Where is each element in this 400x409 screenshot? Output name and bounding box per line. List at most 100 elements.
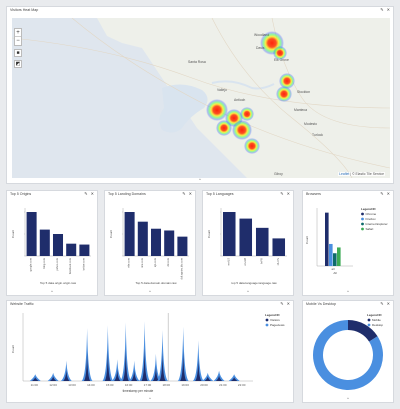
zoom-in-button[interactable]: +: [15, 30, 21, 37]
browsers-chart: all Count All Legend IDChromeFireFoxInterne…: [305, 207, 388, 275]
close-icon[interactable]: ✕: [90, 191, 94, 196]
bar: [239, 218, 253, 256]
y-axis-label: Count: [207, 230, 211, 238]
visitors-area: [104, 350, 112, 381]
panel-title: Top 5 Languages: [206, 192, 234, 196]
chevron-up-icon[interactable]: ^: [199, 177, 201, 182]
pin-icon[interactable]: ✎: [380, 191, 384, 196]
draw-rectangle-button[interactable]: ■: [14, 49, 22, 57]
bar: [66, 243, 77, 256]
pin-icon[interactable]: ✎: [84, 191, 88, 196]
legend-swatch: [361, 217, 364, 221]
bar: [255, 227, 269, 256]
panel-title: Mobile Vs Desktop: [306, 302, 336, 306]
visitors-area: [63, 369, 70, 381]
tick-label: elie.com: [127, 258, 131, 268]
close-icon[interactable]: ✕: [286, 301, 290, 306]
close-icon[interactable]: ✕: [386, 301, 390, 306]
top-origins-panel: Top 5 Origins ✎ ✕ google.com bing.com yahoo…: [6, 190, 98, 296]
pin-icon[interactable]: ✎: [280, 301, 284, 306]
tick-label: 16:00: [125, 383, 133, 387]
x-axis-label: top 5 data.language.language.raw: [231, 281, 277, 285]
top-languages-panel: Top 5 Languages ✎ ✕ en-US en-GB fr-FR zh-CN C…: [202, 190, 294, 296]
bar: [52, 234, 64, 256]
tick-label: dd.com: [166, 258, 170, 267]
close-icon[interactable]: ✕: [286, 191, 290, 196]
legend-title: Legend ID: [265, 313, 280, 317]
legend-swatch: [367, 318, 371, 322]
chevron-up-icon[interactable]: ^: [51, 289, 53, 294]
legend-label: Mobile: [372, 318, 381, 322]
languages-chart: en-US en-GB fr-FR zh-CN Count top 5 data.lang…: [207, 208, 287, 285]
legend-label: Internet Explorer: [366, 222, 388, 226]
legend-title: Legend ID: [361, 207, 376, 211]
tick-label: site.com: [140, 258, 144, 268]
bar: [272, 238, 286, 256]
heat-layer: [206, 31, 295, 154]
city-label: Modesto: [304, 122, 318, 126]
x-axis-label: Top 5 data.origin.origin.raw: [40, 281, 77, 285]
legend-swatch: [367, 323, 371, 327]
x-axis-label: All: [333, 271, 337, 275]
panel-tools: ✎ ✕: [377, 7, 390, 12]
legend-label: Desktop: [372, 323, 383, 327]
zoom-out-button[interactable]: −: [16, 38, 20, 44]
donut-slice: [313, 320, 383, 390]
tick-label: google.com: [29, 258, 33, 271]
close-icon[interactable]: ✕: [386, 7, 390, 12]
chevron-up-icon[interactable]: ^: [247, 289, 249, 294]
city-label: Stockton: [297, 90, 311, 94]
pin-icon[interactable]: ✎: [380, 301, 384, 306]
visitors-area: [152, 366, 160, 381]
visitors-area: [31, 377, 39, 381]
map-attribution: Leaflet | © Elastic Tile Service: [338, 172, 385, 176]
tick-label: en-US: [226, 258, 230, 266]
chevron-up-icon[interactable]: ^: [149, 396, 151, 401]
tick-label: 15:00: [106, 383, 114, 387]
origins-chart: google.com bing.com yahoo.com facebook.com t…: [11, 208, 91, 285]
close-icon[interactable]: ✕: [386, 191, 390, 196]
tick-label: 21:00: [219, 383, 227, 387]
fit-bounds-button[interactable]: ◩: [14, 60, 22, 68]
map-canvas[interactable]: Woodland Davis Elk Grove Santa Rosa Vall…: [12, 18, 390, 178]
legend-label: Visitors: [270, 318, 280, 322]
panel-tools: ✎ ✕: [377, 191, 390, 196]
panel-tools: ✎ ✕: [277, 301, 290, 306]
chevron-up-icon[interactable]: ^: [149, 289, 151, 294]
tick-label: 19:00: [181, 383, 189, 387]
tick-label: 17:00: [144, 383, 152, 387]
pin-icon[interactable]: ✎: [182, 191, 186, 196]
city-label: Antioch: [234, 98, 246, 102]
bar: [79, 244, 90, 256]
panel-tools: ✎ ✕: [377, 301, 390, 306]
chevron-up-icon[interactable]: ^: [347, 396, 349, 401]
panel-tools: ✎ ✕: [277, 191, 290, 196]
legend-swatch: [361, 212, 364, 216]
close-icon[interactable]: ✕: [188, 191, 192, 196]
bar: [26, 212, 37, 256]
x-axis-label: Top 5 data.domain.domain.raw: [135, 281, 177, 285]
attribution-text: | © Elastic Tile Service: [350, 172, 384, 176]
tick-label: 12:00: [49, 383, 57, 387]
pin-icon[interactable]: ✎: [280, 191, 284, 196]
bar: [337, 247, 341, 266]
tick-label: 14:00: [87, 383, 95, 387]
city-label: Turlock: [312, 133, 323, 137]
bar: [333, 253, 337, 266]
visitors-area: [49, 376, 57, 381]
pin-icon[interactable]: ✎: [380, 7, 384, 12]
y-axis-label: Count: [11, 230, 15, 238]
visitors-area: [204, 376, 212, 381]
landing-domains-chart: elie.com site.com ejn.com dd.com ddi.spytec.…: [109, 208, 189, 285]
visitors-area: [179, 351, 187, 381]
visitors-area: [215, 375, 223, 381]
chevron-up-icon[interactable]: ^: [347, 289, 349, 294]
legend-swatch: [265, 318, 269, 322]
leaflet-link[interactable]: Leaflet: [339, 172, 350, 176]
panel-title: Browsers: [306, 192, 321, 196]
city-label: Manteca: [294, 108, 308, 112]
legend-label: Pageviews: [270, 323, 285, 327]
panel-title: Top 5 Landing Domains: [108, 192, 146, 196]
bar: [325, 212, 329, 266]
